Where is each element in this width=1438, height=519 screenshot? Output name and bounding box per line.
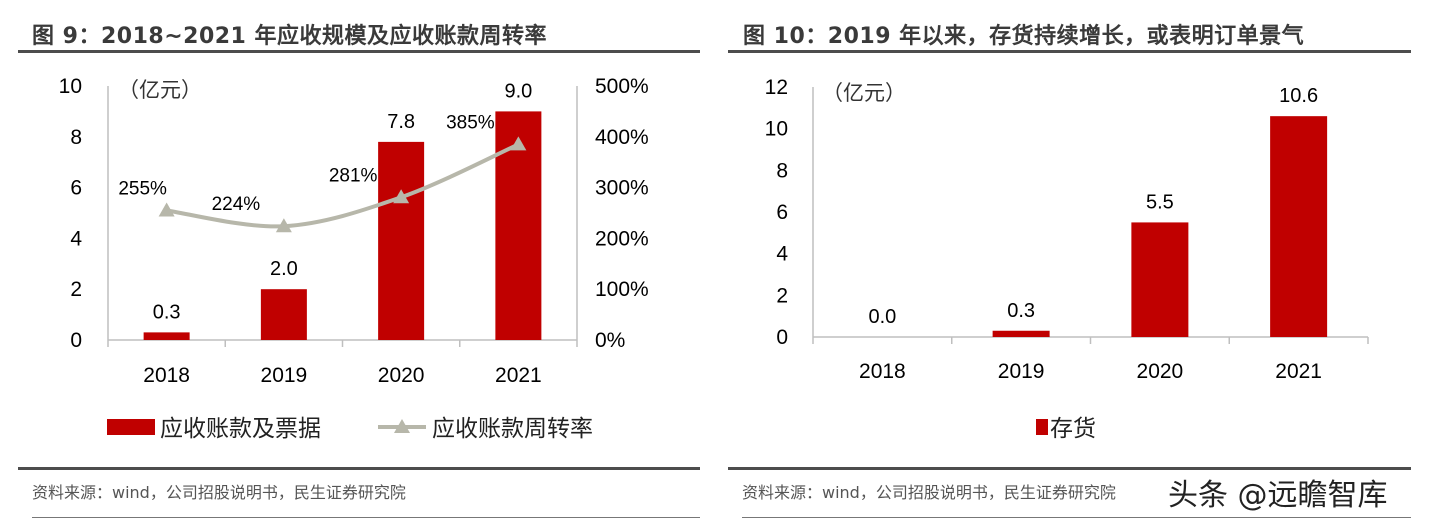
- legend-label: 应收账款周转率: [432, 415, 593, 441]
- unit-label: （亿元）: [822, 82, 906, 105]
- bar: [1270, 116, 1328, 338]
- y-right-tick-label: 0%: [595, 329, 625, 352]
- x-tick-label: 2021: [1275, 360, 1322, 383]
- y-left-tick-label: 0: [776, 326, 788, 349]
- line-data-label: 385%: [446, 112, 495, 133]
- x-tick-label: 2018: [143, 364, 190, 387]
- bar: [992, 330, 1050, 337]
- bar-data-label: 2.0: [270, 258, 298, 280]
- legend-label: 应收账款及票据: [160, 415, 321, 441]
- chart-2-source: 资料来源：wind，公司招股说明书，民生证券研究院: [742, 483, 1116, 502]
- line-data-label: 224%: [212, 194, 261, 215]
- triangle-marker: [275, 218, 292, 233]
- y-left-tick-label: 2: [776, 284, 788, 307]
- watermark: 头条 @远瞻智库: [1168, 478, 1388, 513]
- bar: [260, 289, 307, 340]
- y-left-tick-label: 2: [70, 278, 82, 301]
- y-left-tick-label: 10: [765, 118, 788, 141]
- bar: [1131, 222, 1189, 337]
- y-left-tick-label: 10: [59, 75, 82, 98]
- bar-data-label: 7.8: [387, 111, 415, 133]
- legend-swatch-bar: [107, 419, 155, 435]
- triangle-marker: [158, 202, 175, 217]
- source-rule-1: [18, 467, 700, 470]
- legend-swatch-bar: [1036, 419, 1048, 435]
- chart-1-source: 资料来源：wind，公司招股说明书，民生证券研究院: [32, 483, 406, 502]
- y-right-tick-label: 400%: [595, 126, 649, 149]
- y-left-tick-label: 4: [70, 227, 82, 250]
- y-left-tick-label: 8: [776, 159, 788, 182]
- bar-data-label: 0.3: [1007, 300, 1035, 322]
- title-rule-1: [18, 50, 700, 53]
- bottom-rule-1: [32, 517, 700, 518]
- source-rule-2: [728, 467, 1411, 470]
- chart-1-title: 图 9：2018~2021 年应收规模及应收账款周转率: [32, 24, 548, 49]
- chart-2-title: 图 10：2019 年以来，存货持续增长，或表明订单景气: [743, 24, 1305, 49]
- bar-data-label: 10.6: [1279, 85, 1318, 107]
- bar-data-label: 0.0: [868, 306, 896, 328]
- y-left-tick-label: 0: [70, 329, 82, 352]
- legend-triangle-icon: [394, 419, 410, 433]
- x-tick-label: 2020: [378, 364, 425, 387]
- y-left-tick-label: 4: [776, 243, 788, 266]
- x-tick-label: 2020: [1137, 360, 1184, 383]
- y-right-tick-label: 300%: [595, 177, 649, 200]
- y-left-tick-label: 8: [70, 126, 82, 149]
- unit-label: （亿元）: [118, 79, 202, 102]
- line-data-label: 255%: [118, 178, 167, 199]
- triangle-marker: [393, 189, 410, 204]
- line-data-label: 281%: [329, 165, 378, 186]
- bar-data-label: 5.5: [1146, 191, 1174, 213]
- bar: [378, 141, 425, 340]
- bottom-rule-2: [742, 517, 1411, 518]
- y-left-tick-label: 6: [776, 201, 788, 224]
- x-tick-label: 2019: [998, 360, 1045, 383]
- x-tick-label: 2018: [859, 360, 906, 383]
- y-right-tick-label: 200%: [595, 227, 649, 250]
- x-tick-label: 2021: [495, 364, 542, 387]
- bar-data-label: 0.3: [153, 301, 181, 323]
- y-right-tick-label: 100%: [595, 278, 649, 301]
- y-left-tick-label: 6: [70, 177, 82, 200]
- y-left-tick-label: 12: [765, 76, 788, 99]
- triangle-marker: [510, 136, 527, 151]
- x-tick-label: 2019: [261, 364, 308, 387]
- series-line: [166, 142, 520, 229]
- y-right-tick-label: 500%: [595, 75, 649, 98]
- bar-data-label: 9.0: [504, 80, 532, 102]
- title-rule-2: [728, 50, 1411, 53]
- bar: [143, 332, 190, 340]
- legend-label: 存货: [1050, 415, 1096, 441]
